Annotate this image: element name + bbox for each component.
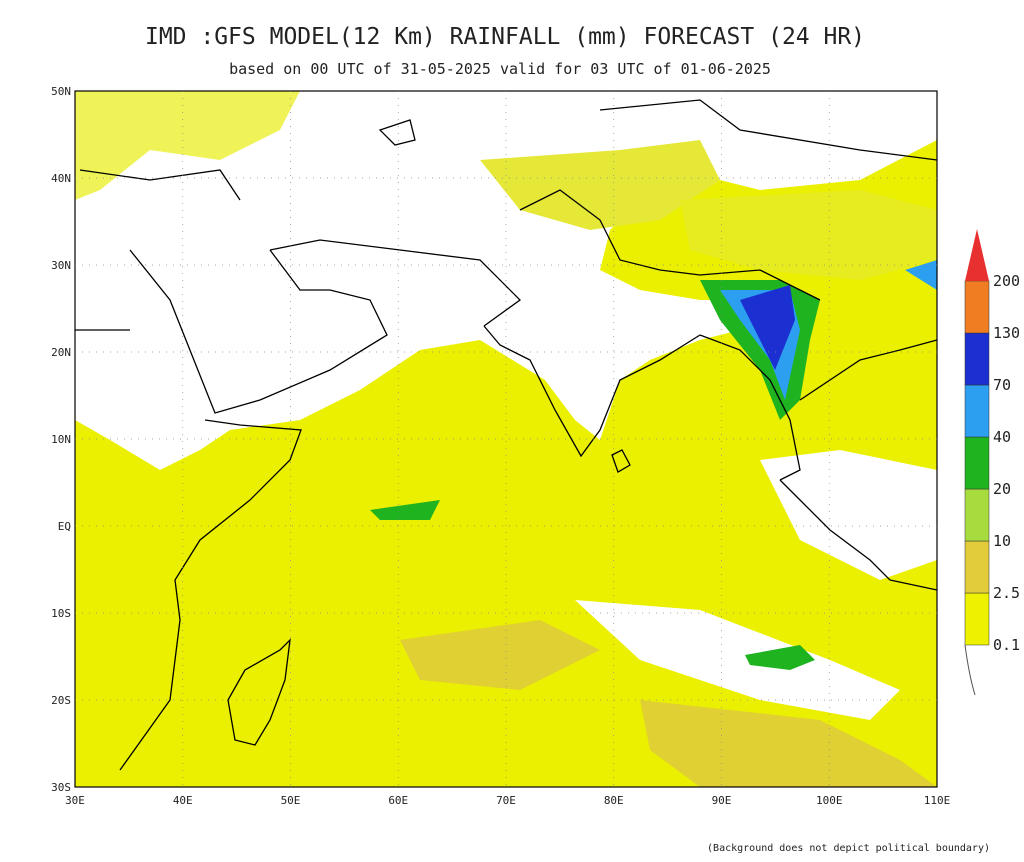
lat-label: 30S [51, 781, 71, 794]
subtitle: based on 00 UTC of 31-05-2025 valid for … [229, 60, 771, 78]
rain-patch [905, 260, 937, 290]
colorbar-label: 20 [993, 480, 1011, 498]
lon-label: 30E [65, 794, 85, 807]
dry-region [575, 600, 900, 720]
lat-label: EQ [58, 520, 71, 533]
lon-label: 90E [712, 794, 732, 807]
lon-label: 60E [388, 794, 408, 807]
rain-patch [680, 190, 937, 280]
colorbar-label: 70 [993, 376, 1011, 394]
rain-patch [400, 620, 600, 690]
coastline [79, 119, 416, 201]
colorbar-segment [964, 280, 990, 334]
rain-patch [75, 91, 300, 200]
coastline [227, 638, 291, 746]
rain-patch [370, 500, 440, 520]
lat-label: 20S [51, 694, 71, 707]
lon-label: 70E [496, 794, 516, 807]
coastline [699, 334, 938, 481]
lon-label: 100E [816, 794, 843, 807]
rain-patch [745, 645, 815, 670]
lon-label: 40E [173, 794, 193, 807]
colorbar-tail [964, 644, 976, 696]
title: IMD :GFS MODEL(12 Km) RAINFALL (mm) FORE… [145, 24, 865, 50]
colorbar-segment [964, 332, 990, 386]
colorbar-label: 2.5 [993, 584, 1020, 602]
colorbar-segment [964, 384, 990, 438]
colorbar-label: 10 [993, 532, 1011, 550]
lat-label: 50N [51, 85, 71, 98]
rain-patch [740, 285, 795, 370]
lon-label: 110E [924, 794, 951, 807]
coastline [129, 249, 388, 414]
colorbar-segment [964, 488, 990, 542]
colorbar-label: 0.1 [993, 636, 1020, 654]
rain-patch [640, 700, 937, 787]
map [74, 90, 938, 788]
coastline [483, 325, 701, 458]
colorbar-segment [964, 436, 990, 490]
colorbar-arrow [965, 229, 989, 281]
lat-label: 10S [51, 607, 71, 620]
colorbar-segment [964, 592, 990, 646]
footnote: (Background does not depict political bo… [707, 843, 990, 854]
coastline [119, 419, 302, 771]
lat-label: 20N [51, 346, 71, 359]
rain-patch [480, 140, 720, 230]
colorbar-segment [964, 540, 990, 594]
colorbar-label: 130 [993, 324, 1020, 342]
coastline [519, 99, 938, 301]
dry-region [760, 450, 937, 580]
lon-label: 50E [281, 794, 301, 807]
colorbar-label: 200 [993, 272, 1020, 290]
coastline [611, 449, 631, 473]
lat-label: 30N [51, 259, 71, 272]
lat-label: 40N [51, 172, 71, 185]
coastline [779, 479, 938, 591]
lat-label: 10N [51, 433, 71, 446]
lon-label: 80E [604, 794, 624, 807]
coastline [75, 239, 521, 331]
colorbar-label: 40 [993, 428, 1011, 446]
